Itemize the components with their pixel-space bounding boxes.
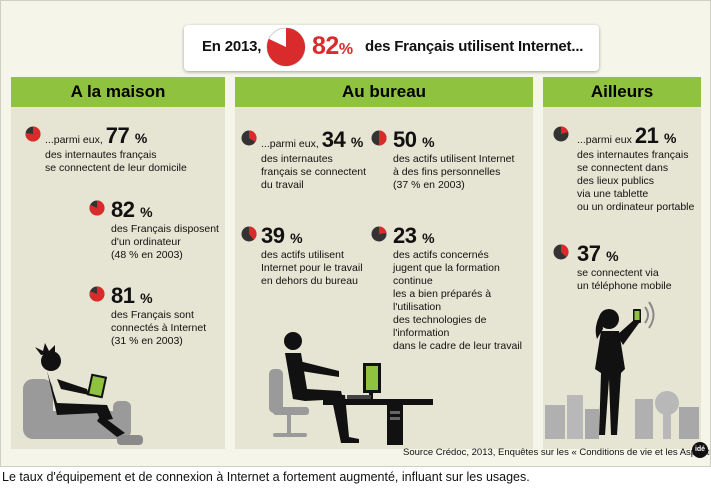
stat-text-line: (31 % en 2003) [111, 335, 183, 347]
stat-ailleurs-2: 37 % se connectent via un téléphone mobi… [553, 241, 699, 293]
publisher-logo: idé [692, 442, 708, 458]
stat-maison-2: 82 % des Français disposent d'un ordinat… [89, 197, 223, 262]
stat-unit: % [606, 248, 619, 264]
stat-text-line: d'un ordinateur [111, 236, 181, 248]
pie-icon [241, 130, 257, 146]
stat-text-line: des internautes français [577, 149, 689, 161]
stat-unit: % [350, 134, 363, 150]
stat-bureau-2: 50 % des actifs utilisent Internet à des… [371, 127, 531, 192]
stat-text-line: via une tablette [577, 188, 649, 200]
stat-number: 37 [577, 241, 601, 266]
stat-text-line: des internautes [261, 153, 333, 165]
stat-number: 50 [393, 127, 417, 152]
stat-number: 21 [634, 123, 659, 148]
stat-text-line: ou un ordinateur portable [577, 201, 695, 213]
infographic: En 2013, 82% des Français utilisent Inte… [0, 0, 711, 467]
stat-value: 21 % [634, 123, 677, 149]
column-maison-header: A la maison [11, 77, 225, 107]
stat-text-line: des Français disposent [111, 223, 219, 235]
column-ailleurs-header: Ailleurs [543, 77, 701, 107]
headline-percent: 82% [312, 32, 353, 61]
stat-text-line: connectés à Internet [111, 322, 207, 334]
stat-unit: % [663, 130, 676, 146]
stat-number: 81 [111, 283, 135, 308]
stat-maison-1: ...parmi eux, 77 % des internautes frança… [25, 123, 223, 175]
stat-bureau-3: 39 % des actifs utilisent Internet pour … [241, 223, 371, 288]
stat-text-line: un téléphone mobile [577, 280, 672, 292]
stat-text-line: des actifs concernés [393, 249, 489, 261]
stat-text-line: Internet pour le travail [261, 262, 363, 274]
stat-maison-3: 81 % des Français sont connectés à Inter… [89, 283, 223, 348]
pie-icon [89, 200, 105, 216]
stat-text-line: les a bien préparés à l'utilisation [393, 288, 492, 313]
figure-caption: Le taux d'équipement et de connexion à I… [2, 470, 530, 484]
stat-number: 34 [321, 127, 346, 152]
stat-bureau-4: 23 % des actifs concernés jugent que la … [371, 223, 533, 353]
stat-number: 82 [111, 197, 135, 222]
pie-icon [553, 126, 569, 142]
stat-unit: % [422, 230, 435, 246]
pie-icon [371, 130, 387, 146]
stat-text-line: du travail [261, 179, 304, 191]
headline-percent-value: 82 [312, 32, 339, 60]
stat-lead: ...parmi eux, [45, 134, 103, 146]
stat-lead: ...parmi eux, [261, 138, 319, 150]
headline-percent-unit: % [338, 41, 353, 58]
stat-number: 23 [393, 223, 417, 248]
stat-text-line: des Français sont [111, 309, 194, 321]
stat-unit: % [290, 230, 303, 246]
pie-icon [371, 226, 387, 242]
stat-text-line: en dehors du bureau [261, 275, 358, 287]
stat-text-line: des lieux publics [577, 175, 655, 187]
headline-prefix: En 2013, [202, 38, 262, 55]
column-maison: A la maison ...parmi eux, 77 % des intern… [11, 77, 225, 449]
stat-bureau-1: ...parmi eux, 34 % des internautes frança… [241, 127, 371, 192]
stat-unit: % [134, 130, 147, 146]
person-with-phone-illustration [545, 301, 699, 439]
pie-icon [25, 126, 41, 142]
stat-number: 39 [261, 223, 285, 248]
column-ailleurs: Ailleurs ...parmi eux 21 % des internaute… [543, 77, 701, 449]
stat-text-line: se connectent de leur domicile [45, 162, 187, 174]
stat-text-line: des actifs utilisent Internet [393, 153, 515, 165]
pie-icon [89, 286, 105, 302]
stat-unit: % [140, 204, 153, 220]
stat-text-line: se connectent via [577, 267, 659, 279]
stat-unit: % [140, 290, 153, 306]
stat-lead: ...parmi eux [577, 134, 632, 146]
stat-text-line: des technologies de l'information [393, 314, 487, 339]
stat-ailleurs-1: ...parmi eux 21 % des internautes françai… [553, 123, 699, 214]
stat-number: 77 [105, 123, 130, 148]
column-bureau-header: Au bureau [235, 77, 533, 107]
stat-text-line: (48 % en 2003) [111, 249, 183, 261]
source-note: Source Crédoc, 2013, Enquêtes sur les « … [403, 447, 711, 458]
pie-icon [553, 244, 569, 260]
person-at-desk-illustration [269, 332, 433, 445]
column-bureau: Au bureau ...parmi eux, 34 % des internau… [235, 77, 533, 449]
stat-value: 34 % [321, 127, 364, 153]
stat-text-line: se connectent dans [577, 162, 669, 174]
headline-banner: En 2013, 82% des Français utilisent Inte… [184, 25, 599, 71]
pie-icon [241, 226, 257, 242]
stat-text-line: français se connectent [261, 166, 367, 178]
stat-text-line: à des fins personnelles [393, 166, 501, 178]
stat-text-line: des internautes français [45, 149, 157, 161]
stat-text-line: des actifs utilisent [261, 249, 344, 261]
stat-value: 77 % [105, 123, 148, 149]
headline-pie-icon [266, 27, 306, 67]
person-on-armchair-illustration [23, 343, 143, 445]
stat-text-line: jugent que la formation continue [393, 262, 500, 287]
stat-unit: % [422, 134, 435, 150]
headline-suffix: des Français utilisent Internet... [365, 38, 584, 55]
stat-text-line: (37 % en 2003) [393, 179, 465, 191]
stat-text-line: dans le cadre de leur travail [393, 340, 522, 352]
